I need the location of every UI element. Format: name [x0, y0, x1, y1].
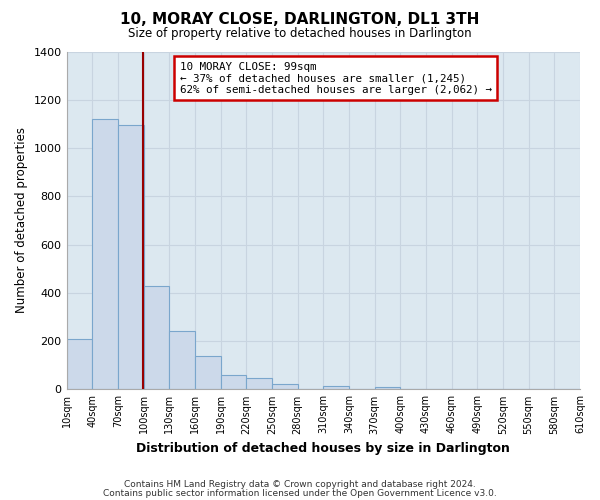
- Y-axis label: Number of detached properties: Number of detached properties: [15, 128, 28, 314]
- Text: 10 MORAY CLOSE: 99sqm
← 37% of detached houses are smaller (1,245)
62% of semi-d: 10 MORAY CLOSE: 99sqm ← 37% of detached …: [179, 62, 491, 95]
- Text: Contains public sector information licensed under the Open Government Licence v3: Contains public sector information licen…: [103, 488, 497, 498]
- Bar: [118, 125, 143, 390]
- Bar: [221, 375, 246, 390]
- Bar: [67, 338, 92, 390]
- Bar: [374, 387, 400, 390]
- Bar: [323, 386, 349, 390]
- Bar: [92, 119, 118, 390]
- Bar: [246, 378, 272, 390]
- X-axis label: Distribution of detached houses by size in Darlington: Distribution of detached houses by size …: [136, 442, 510, 455]
- Text: Contains HM Land Registry data © Crown copyright and database right 2024.: Contains HM Land Registry data © Crown c…: [124, 480, 476, 489]
- Bar: [272, 384, 298, 390]
- Bar: [169, 332, 195, 390]
- Text: 10, MORAY CLOSE, DARLINGTON, DL1 3TH: 10, MORAY CLOSE, DARLINGTON, DL1 3TH: [121, 12, 479, 28]
- Bar: [143, 286, 169, 390]
- Text: Size of property relative to detached houses in Darlington: Size of property relative to detached ho…: [128, 28, 472, 40]
- Bar: [195, 356, 221, 390]
